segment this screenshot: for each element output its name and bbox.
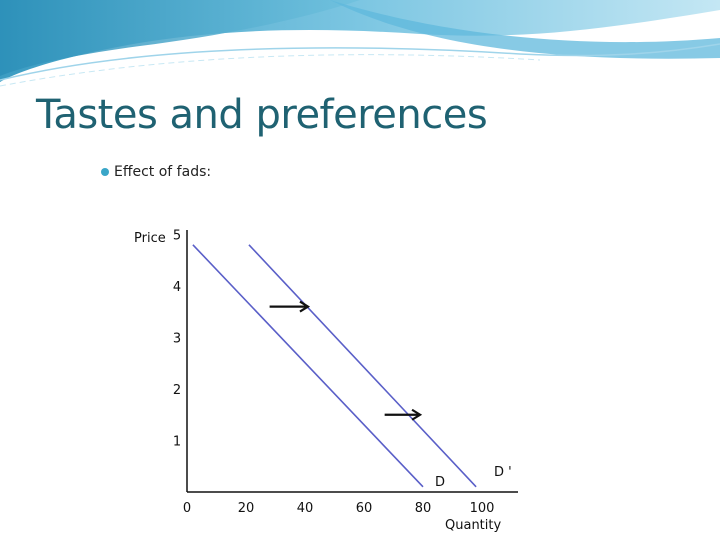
x-tick-label: 0 bbox=[183, 501, 191, 516]
y-tick-label: 4 bbox=[173, 280, 181, 295]
x-tick-label: 40 bbox=[297, 501, 314, 516]
bullet-text: Effect of fads: bbox=[114, 164, 212, 180]
demand-curve-d-prime bbox=[248, 244, 477, 488]
bullet-dot-icon bbox=[101, 168, 109, 176]
curve-label-d-prime: D ' bbox=[494, 465, 512, 480]
header-banner bbox=[0, 0, 720, 87]
chart-panel: Price Quantity 0 20 40 60 80 100 1 2 3 4 5 D D ' bbox=[102, 218, 524, 536]
x-tick-label: 80 bbox=[415, 501, 432, 516]
demand-curve-d bbox=[192, 244, 424, 488]
demand-shift-chart: Price Quantity 0 20 40 60 80 100 1 2 3 4 5 D D ' bbox=[134, 229, 518, 533]
shift-arrow-icon bbox=[384, 408, 423, 421]
bullet-item: Effect of fads: bbox=[101, 164, 211, 180]
arrow-head bbox=[411, 408, 423, 421]
x-axis-label: Quantity bbox=[445, 518, 501, 533]
y-tick-label: 3 bbox=[173, 332, 181, 347]
x-tick-label: 100 bbox=[470, 501, 495, 516]
arrow-head bbox=[299, 300, 311, 313]
y-tick-label: 1 bbox=[173, 435, 181, 450]
y-axis-label: Price bbox=[134, 231, 166, 246]
y-tick-label: 5 bbox=[173, 229, 181, 244]
curve-label-d: D bbox=[435, 475, 445, 490]
y-tick-label: 2 bbox=[173, 383, 181, 398]
slide-title: Tastes and preferences bbox=[36, 92, 488, 138]
shift-arrow-icon bbox=[269, 300, 311, 313]
x-tick-label: 20 bbox=[238, 501, 255, 516]
x-tick-label: 60 bbox=[356, 501, 373, 516]
